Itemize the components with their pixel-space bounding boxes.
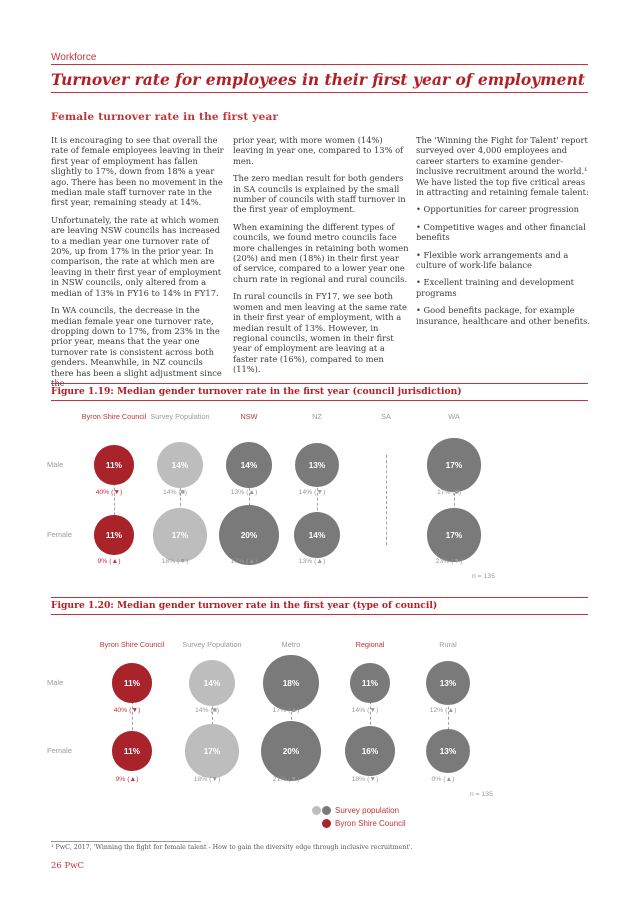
paragraph: In WA councils, the decrease in the medi…	[51, 305, 222, 388]
paragraph: In rural councils in FY17, we see both w…	[233, 291, 407, 375]
female-change-label: 18% (▼)	[351, 776, 379, 783]
male-change-label: 17% (■)	[436, 489, 462, 496]
page-title: Turnover rate for employees in their fir…	[51, 70, 585, 89]
column-label: Byron Shire Council	[99, 640, 165, 649]
section-label: Workforce	[51, 52, 97, 63]
female-change-label: 18% (▼)	[161, 558, 189, 565]
male-change-label: 14% (■)	[194, 707, 220, 714]
legend-swatch	[322, 819, 331, 828]
paragraph: It is encouraging to see that overall th…	[51, 135, 224, 208]
figure-title: Figure 1.20: Median gender turnover rate…	[51, 600, 438, 611]
male-rate-bubble: 13%	[426, 661, 470, 705]
text-column-2: prior year, with more women (14%) leavin…	[233, 135, 409, 382]
male-rate-bubble: 14%	[225, 441, 273, 489]
female-change-label: 18% (▼)	[193, 776, 221, 783]
column-label: Regional	[355, 640, 385, 649]
male-change-label: 17% (▲)	[272, 707, 300, 714]
footnote: ¹ PwC, 2017, 'Winning the fight for fema…	[51, 844, 413, 851]
male-change-label: 14% (▼)	[298, 489, 326, 496]
row-label-female: Female	[47, 746, 73, 755]
female-rate-bubble: 17%	[427, 508, 481, 562]
male-change-label: 40% (▼)	[113, 707, 141, 714]
divider	[51, 383, 588, 384]
female-rate-bubble: 17%	[185, 724, 239, 778]
female-change-label: 21% (▼)	[272, 776, 300, 783]
male-change-label: 12% (▲)	[429, 707, 457, 714]
connector-line	[386, 455, 387, 545]
connector-line	[317, 473, 318, 545]
connector-line	[114, 473, 115, 545]
male-rate-bubble: 14%	[156, 441, 204, 489]
column-label: Survey Population	[182, 640, 242, 649]
connector-line	[448, 691, 449, 761]
sample-size: n = 135	[472, 573, 495, 580]
text-column-1: It is encouraging to see that overall th…	[51, 135, 227, 395]
male-change-label: 14% (■)	[162, 489, 188, 496]
female-change-label: 23% (▼)	[435, 558, 463, 565]
female-rate-bubble: 16%	[344, 725, 396, 777]
footnote-divider	[51, 841, 201, 842]
bullet-item: • Flexible work arrangements and a cultu…	[416, 249, 569, 271]
legend-swatch	[312, 806, 321, 815]
divider	[51, 400, 588, 401]
bullet-item: • Opportunities for career progression	[416, 204, 580, 215]
male-rate-bubble: 11%	[94, 445, 134, 485]
row-label-male: Male	[47, 460, 64, 469]
column-label: NZ	[312, 412, 322, 421]
female-change-label: 9% (▲)	[115, 776, 139, 783]
divider	[51, 92, 588, 93]
row-label-male: Male	[47, 678, 64, 687]
figure-title: Figure 1.19: Median gender turnover rate…	[51, 386, 462, 397]
legend-council: Byron Shire Council	[322, 819, 406, 828]
female-change-label: 9% (▲)	[97, 558, 121, 565]
column-label: Rural	[439, 640, 457, 649]
paragraph: The 'Winning the Fight for Talent' repor…	[416, 135, 589, 198]
paragraph: prior year, with more women (14%) leavin…	[233, 135, 404, 166]
column-label: Metro	[281, 640, 301, 649]
column-label: SA	[381, 412, 391, 421]
female-rate-bubble: 17%	[153, 508, 207, 562]
female-change-label: 0% (▲)	[431, 776, 455, 783]
male-rate-bubble: 17%	[427, 438, 481, 492]
paragraph: When examining the different types of co…	[233, 221, 409, 284]
bullet-item: • Competitive wages and other financial …	[416, 221, 586, 243]
connector-line	[132, 691, 133, 761]
column-label: NSW	[240, 412, 258, 421]
female-rate-bubble: 13%	[426, 729, 470, 773]
male-rate-bubble: 14%	[188, 659, 236, 707]
column-label: WA	[448, 412, 460, 421]
page-number: 26 PwC	[51, 861, 85, 871]
legend-survey: Survey population	[312, 806, 399, 815]
male-rate-bubble: 18%	[263, 655, 319, 711]
female-rate-bubble: 20%	[261, 721, 321, 781]
legend-swatch	[322, 806, 331, 815]
legend-label: Byron Shire Council	[335, 819, 406, 828]
divider	[51, 597, 588, 598]
male-change-label: 40% (▼)	[95, 489, 123, 496]
column-label: Byron Shire Council	[81, 412, 147, 421]
paragraph: Unfortunately, the rate at which women a…	[51, 214, 222, 298]
bullet-item: • Good benefits package, for example ins…	[416, 305, 590, 326]
male-rate-bubble: 11%	[112, 663, 152, 703]
male-rate-bubble: 13%	[295, 443, 339, 487]
row-label-female: Female	[47, 530, 73, 539]
subheading: Female turnover rate in the first year	[51, 111, 279, 123]
male-rate-bubble: 11%	[350, 663, 390, 703]
female-change-label: 13% (▲)	[298, 558, 326, 565]
female-rate-bubble: 11%	[94, 515, 134, 555]
female-rate-bubble: 11%	[112, 731, 152, 771]
divider	[51, 64, 588, 65]
female-rate-bubble: 14%	[293, 511, 341, 559]
female-rate-bubble: 20%	[219, 505, 279, 565]
column-label: Survey Population	[150, 412, 210, 421]
legend-label: Survey population	[335, 806, 400, 815]
divider	[51, 614, 588, 615]
bullet-item: • Excellent training and development pro…	[416, 277, 575, 298]
male-change-label: 14% (▼)	[351, 707, 379, 714]
paragraph: The zero median result for both genders …	[233, 173, 406, 215]
text-column-3: The 'Winning the Fight for Talent' repor…	[416, 135, 592, 333]
sample-size: n = 135	[470, 791, 493, 798]
male-change-label: 13% (▲)	[230, 489, 258, 496]
female-change-label: 17% (▲)	[230, 558, 258, 565]
